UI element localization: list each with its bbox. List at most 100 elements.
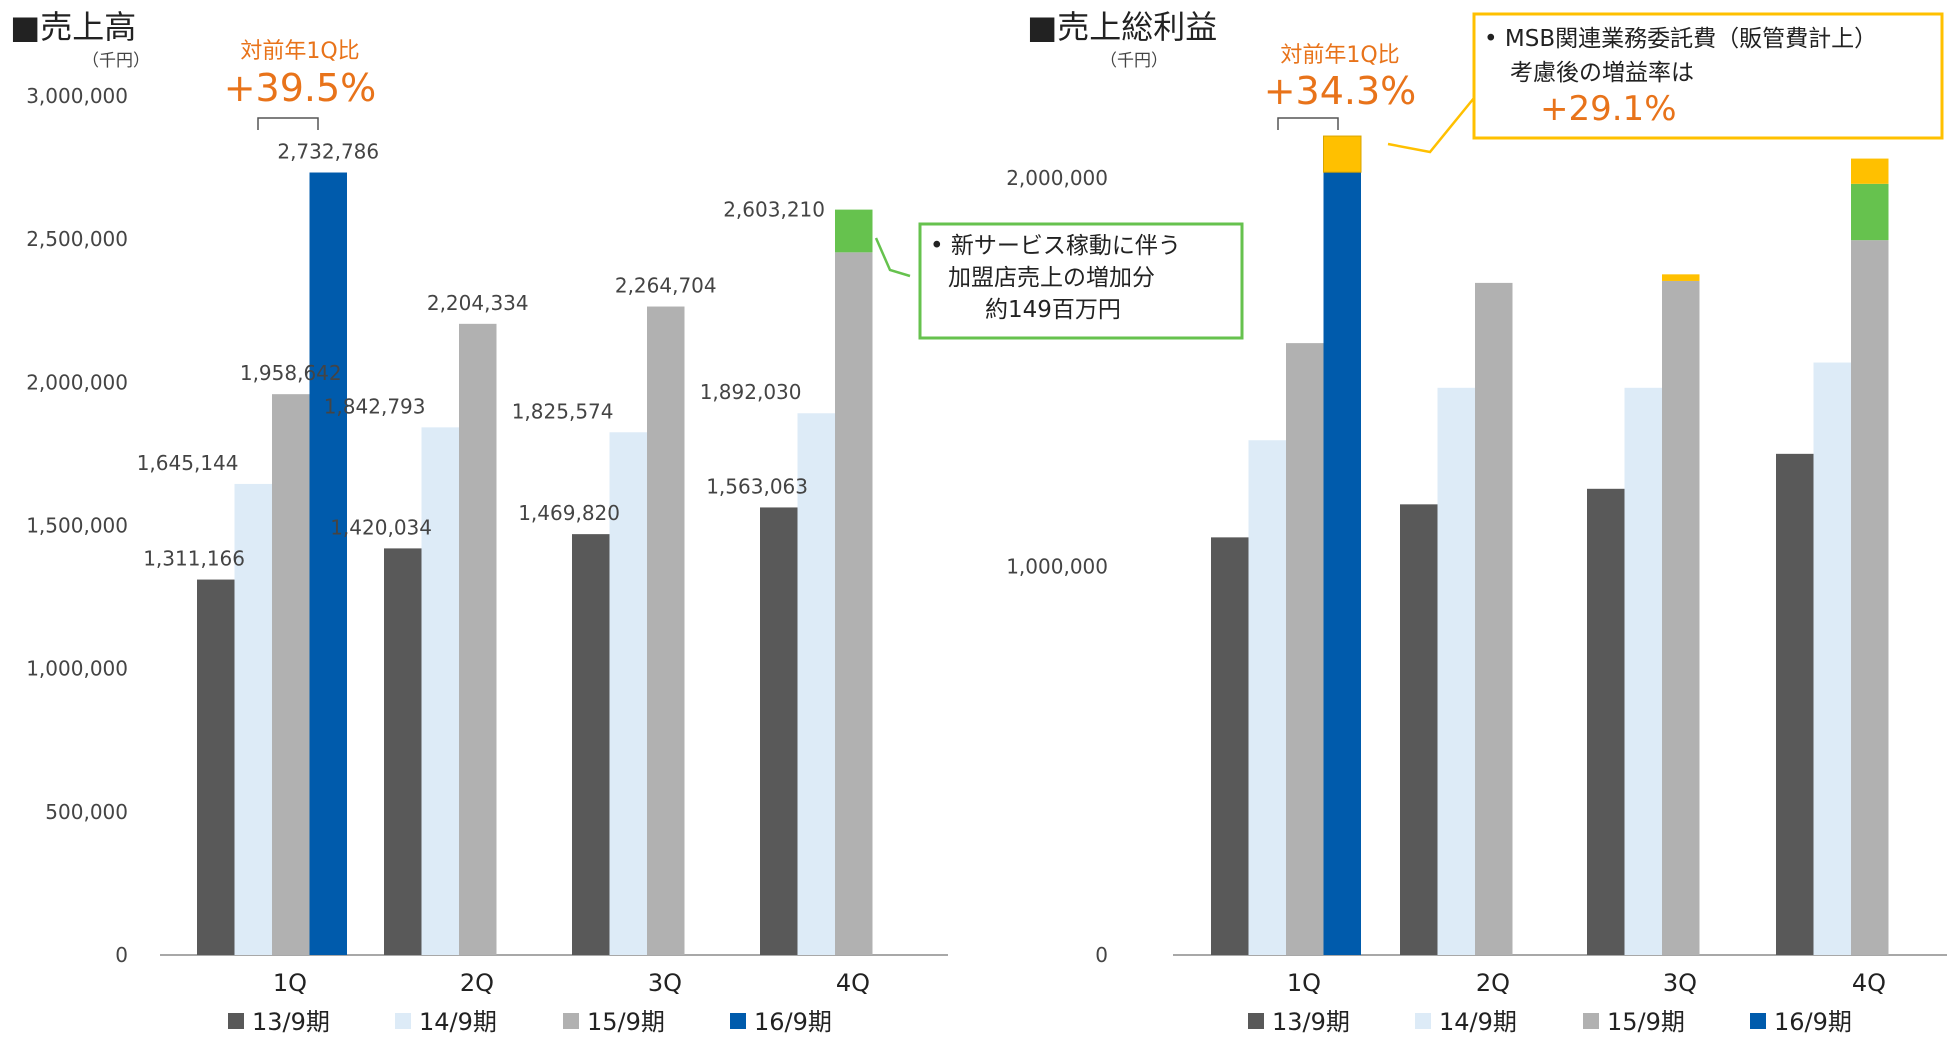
chart1-comparison-value: +39.5% <box>224 66 377 110</box>
chart2-callout-box <box>1472 12 1944 140</box>
chart1-data-label-1Q-14/9期: 1,645,144 <box>137 451 239 475</box>
chart2-callout-connector <box>1387 97 1475 154</box>
chart1-data-label-2Q-15/9期: 2,204,334 <box>427 291 529 315</box>
chart1-data-labels: 1,311,166 1,645,144 1,958,642 2,732,786 1,42… <box>137 140 825 571</box>
chart1-y-tick-4: 2,000,000 <box>26 370 128 394</box>
chart1-legend-swatch-16/9期 <box>730 1013 746 1029</box>
chart2-bar-2Q-14/9期 <box>1437 387 1475 955</box>
chart2-bar-4Q-15/9期 <box>1851 240 1889 955</box>
chart2-comparison-value: +34.3% <box>1264 69 1417 113</box>
chart1-y-tick-3: 1,500,000 <box>26 514 128 538</box>
chart2-category-3Q: 3Q <box>1663 969 1697 997</box>
chart2-unit: （千円） <box>1100 51 1168 71</box>
chart2-overlay-4Q-yellow <box>1851 158 1889 184</box>
chart1-axis: 0 500,000 1,000,000 1,500,000 2,000,000 2,500… <box>26 84 948 997</box>
chart1-data-label-2Q-14/9期: 1,842,793 <box>324 394 426 418</box>
chart1-legend-label-13/9期: 13/9期 <box>252 1008 330 1036</box>
chart2-bars <box>1211 135 1889 956</box>
chart1-callout-line-3: 約149百万円 <box>985 297 1121 323</box>
chart1-y-tick-2: 1,000,000 <box>26 657 128 681</box>
chart1-legend-label-15/9期: 15/9期 <box>587 1008 665 1036</box>
chart1-callout-line-2: 加盟店売上の増加分 <box>948 265 1155 291</box>
chart1-y-tick-0: 0 <box>115 943 128 967</box>
chart2-callout-line-2: 考慮後の増益率は <box>1510 60 1694 86</box>
chart1-legend-swatch-15/9期 <box>563 1013 579 1029</box>
chart2-category-4Q: 4Q <box>1852 969 1886 997</box>
chart2-bar-4Q-13/9期 <box>1776 453 1814 955</box>
chart1-data-label-1Q-15/9期: 1,958,642 <box>240 361 342 385</box>
chart2-category-1Q: 1Q <box>1287 969 1321 997</box>
chart2-legend-label-13/9期: 13/9期 <box>1272 1008 1350 1036</box>
chart1-data-label-1Q-13/9期: 1,311,166 <box>143 547 245 571</box>
chart2-bar-4Q-14/9期 <box>1813 362 1851 956</box>
chart2-y-tick-2: 2,000,000 <box>1006 166 1108 190</box>
chart1-data-label-1Q-16/9期: 2,732,786 <box>277 140 379 164</box>
chart1-category-4Q: 4Q <box>836 969 870 997</box>
chart1-bar-2Q-14/9期 <box>421 427 459 955</box>
chart2-bar-1Q-16/9期 <box>1323 172 1361 956</box>
chart1-legend-swatch-14/9期 <box>395 1013 411 1029</box>
chart1-bar-4Q-15/9期 <box>835 252 873 955</box>
chart1-bar-1Q-15/9期 <box>272 394 310 955</box>
chart2-bar-1Q-14/9期 <box>1248 440 1286 955</box>
chart1-bar-1Q-14/9期 <box>234 483 272 955</box>
chart1-category-3Q: 3Q <box>648 969 682 997</box>
chart1-data-label-4Q-14/9期: 1,892,030 <box>700 380 802 404</box>
chart2-bar-3Q-14/9期 <box>1624 387 1662 955</box>
chart1-y-tick-1: 500,000 <box>45 800 128 824</box>
chart2-legend-swatch-14/9期 <box>1415 1013 1431 1029</box>
chart2-overlay-1Q-yellow <box>1323 136 1361 173</box>
chart1-bar-1Q-13/9期 <box>197 579 235 955</box>
chart1-category-1Q: 1Q <box>273 969 307 997</box>
chart1-category-2Q: 2Q <box>460 969 494 997</box>
chart-sales: ■売上高 （千円） 0 500,000 1,000,000 1,500,000 2,00… <box>10 8 1244 1036</box>
chart1-data-label-2Q-13/9期: 1,420,034 <box>330 515 432 539</box>
chart1-data-label-4Q-15/9期: 2,603,210 <box>723 198 825 222</box>
chart1-bar-3Q-13/9期 <box>572 534 610 955</box>
chart1-bars <box>197 172 873 955</box>
chart2-overlay-3Q-yellow <box>1662 274 1700 281</box>
chart2-bar-2Q-13/9期 <box>1400 504 1438 955</box>
chart2-legend-swatch-16/9期 <box>1750 1013 1766 1029</box>
chart2-callout-line-3: +29.1% <box>1540 89 1677 129</box>
chart1-bar-2Q-15/9期 <box>459 323 497 955</box>
chart2-comparison-label: 対前年1Q比 <box>1280 43 1399 68</box>
chart2-bar-1Q-15/9期 <box>1286 343 1324 955</box>
chart1-data-label-4Q-13/9期: 1,563,063 <box>706 474 808 498</box>
chart1-legend: 13/9期 14/9期 15/9期 16/9期 <box>228 1008 832 1036</box>
chart2-bar-3Q-15/9期 <box>1662 280 1700 955</box>
chart1-y-tick-5: 2,500,000 <box>26 227 128 251</box>
chart2-bar-3Q-13/9期 <box>1587 488 1625 955</box>
chart1-callout-box <box>918 222 1244 340</box>
chart1-title: ■売上高 <box>10 8 136 46</box>
chart1-callout-connector <box>874 237 911 278</box>
chart1-bar-3Q-14/9期 <box>609 432 647 955</box>
chart1-y-tick-6: 3,000,000 <box>26 84 128 108</box>
chart1-bar-2Q-13/9期 <box>384 548 422 955</box>
chart2-title: ■売上総利益 <box>1027 8 1217 46</box>
chart1-data-label-3Q-15/9期: 2,264,704 <box>615 274 717 298</box>
chart2-legend: 13/9期 14/9期 15/9期 16/9期 <box>1248 1008 1852 1036</box>
chart2-y-tick-1: 1,000,000 <box>1006 555 1108 579</box>
chart1-unit: （千円） <box>82 51 150 71</box>
chart2-legend-label-15/9期: 15/9期 <box>1607 1008 1685 1036</box>
chart2-bar-1Q-13/9期 <box>1211 537 1249 955</box>
chart1-data-label-3Q-13/9期: 1,469,820 <box>518 501 620 525</box>
chart2-y-tick-0: 0 <box>1095 943 1108 967</box>
chart1-comparison-bracket <box>257 117 319 130</box>
chart2-callout-line-1: • MSB関連業務委託費（販管費計上） <box>1484 26 1877 52</box>
chart2-legend-swatch-13/9期 <box>1248 1013 1264 1029</box>
chart1-legend-swatch-13/9期 <box>228 1013 244 1029</box>
chart2-category-2Q: 2Q <box>1476 969 1510 997</box>
chart1-bar-4Q-14/9期 <box>797 413 835 955</box>
chart1-bar-1Q-16/9期 <box>309 172 347 955</box>
chart1-bar-3Q-15/9期 <box>647 306 685 955</box>
chart2-legend-label-16/9期: 16/9期 <box>1774 1008 1852 1036</box>
chart2-comparison-bracket <box>1277 117 1339 130</box>
chart2-bar-2Q-15/9期 <box>1475 282 1513 955</box>
chart2-overlay-4Q-green <box>1851 183 1889 241</box>
chart1-bar-4Q-13/9期 <box>760 507 798 955</box>
chart2-legend-label-14/9期: 14/9期 <box>1439 1008 1517 1036</box>
